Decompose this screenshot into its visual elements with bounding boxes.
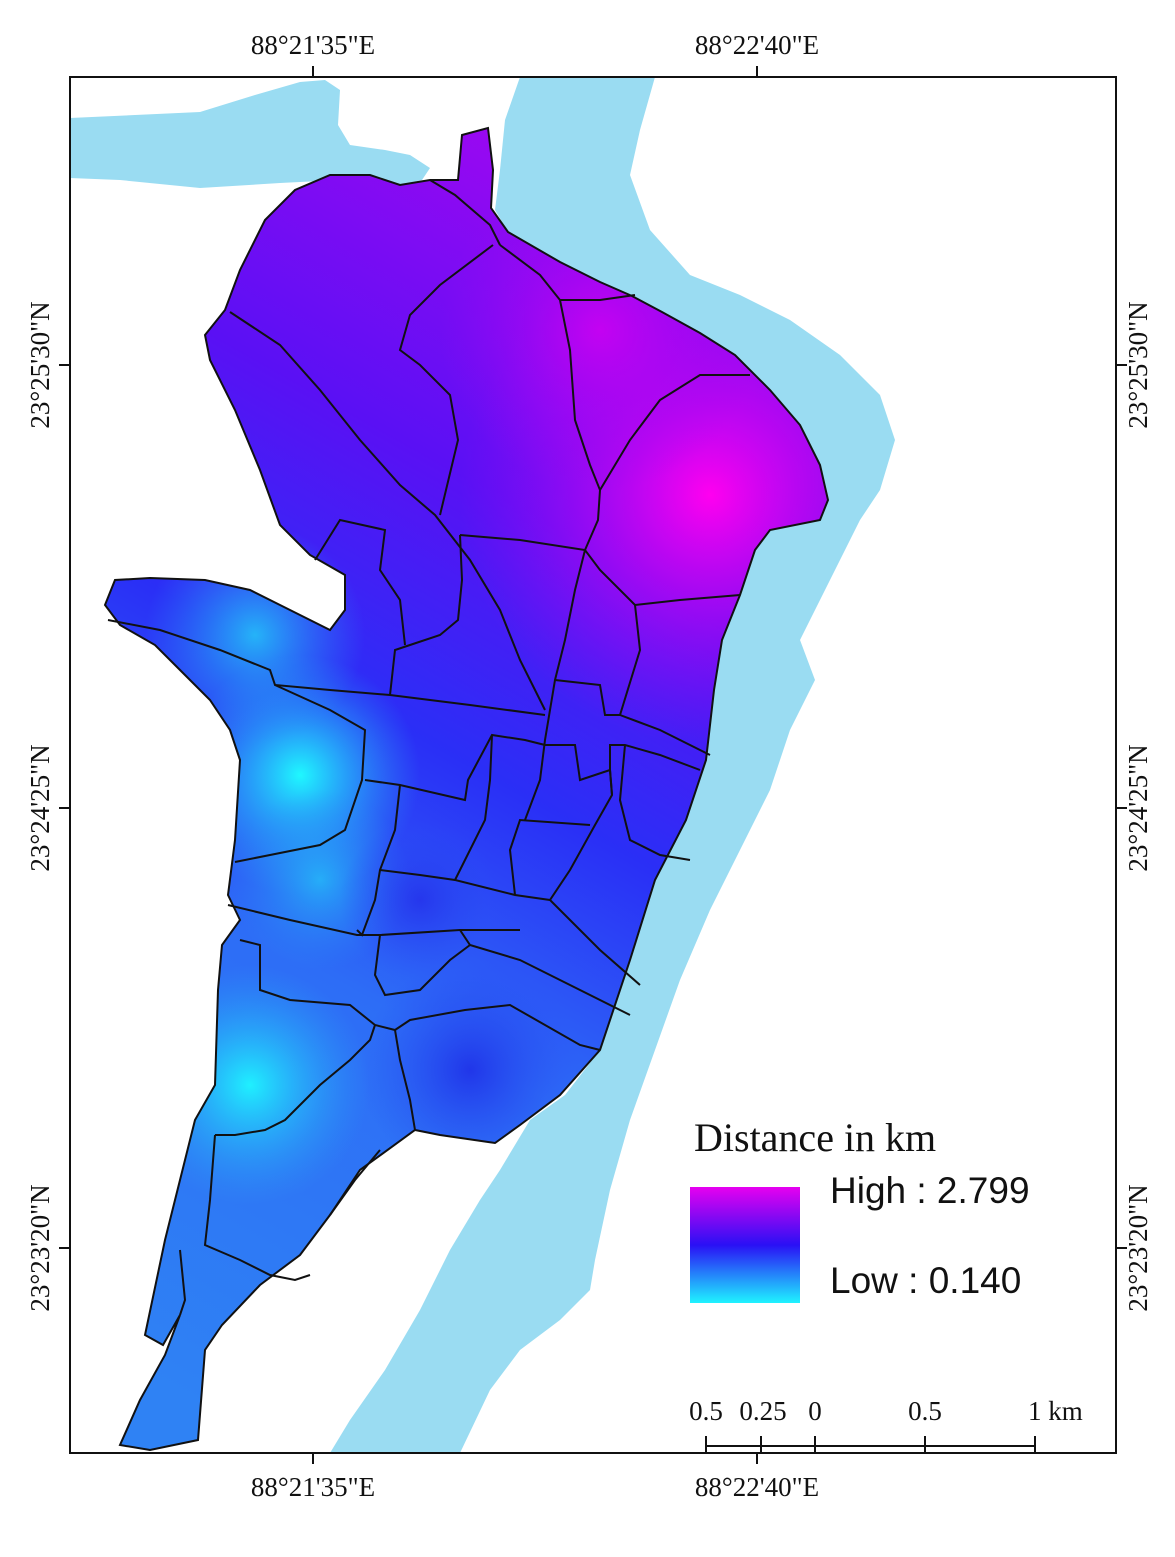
scale-label-0-25: 0.25: [739, 1396, 786, 1426]
graticule-ticks: [59, 66, 1127, 1464]
top-lon-label-1: 88°21'35"E: [251, 30, 375, 60]
left-lat-label-3: 23°23'20"N: [25, 1184, 55, 1311]
map-frame: [69, 76, 1117, 1454]
bottom-lon-label-2: 88°22'40"E: [695, 1472, 819, 1502]
legend-title: Distance in km: [694, 1115, 936, 1160]
river-channel-northwest: [70, 80, 430, 188]
ward-boundaries: [104, 127, 829, 1451]
map-area: [70, 77, 1116, 1453]
legend-color-ramp: [690, 1187, 800, 1303]
river-main-channel: [330, 77, 895, 1453]
legend-high-label: High : 2.799: [830, 1170, 1030, 1211]
legend-low-label: Low : 0.140: [830, 1260, 1021, 1301]
scale-bar: 0.5 0.25 0 0.5 1 km: [689, 1396, 1083, 1452]
top-lon-label-2: 88°22'40"E: [695, 30, 819, 60]
right-lat-label-2: 23°24'25"N: [1123, 744, 1153, 871]
scale-label-0-5: 0.5: [908, 1396, 942, 1426]
left-lat-label-1: 23°25'30"N: [25, 301, 55, 428]
graticule-labels: 88°21'35"E 88°22'40"E 88°21'35"E 88°22'4…: [25, 30, 1153, 1502]
scale-label-0: 0: [808, 1396, 822, 1426]
bottom-lon-label-1: 88°21'35"E: [251, 1472, 375, 1502]
scale-label-1-km: 1 km: [1028, 1396, 1083, 1426]
right-lat-label-1: 23°25'30"N: [1123, 301, 1153, 428]
legend: Distance in km High : 2.799 Low : 0.140: [690, 1115, 1030, 1303]
left-lat-label-2: 23°24'25"N: [25, 744, 55, 871]
scale-label-0-5-left: 0.5: [689, 1396, 723, 1426]
right-lat-label-3: 23°23'20"N: [1123, 1184, 1153, 1311]
